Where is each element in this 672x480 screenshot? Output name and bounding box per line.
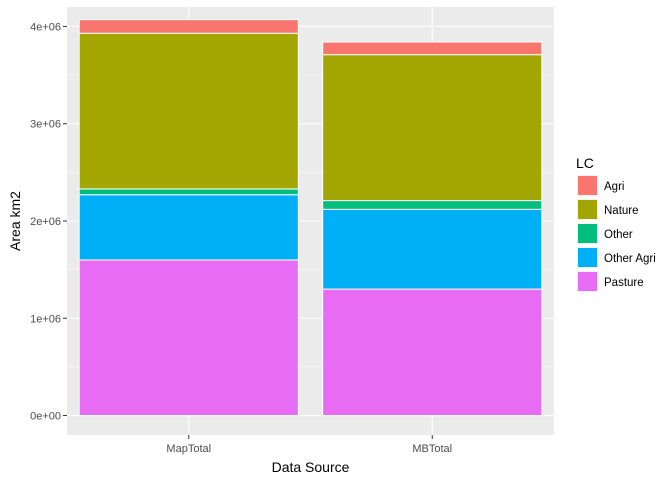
legend-label: Agri: [604, 181, 624, 193]
bar-segment-other-agri-maptotal: [78, 194, 299, 261]
y-tick-label: 2e+06: [30, 216, 61, 228]
x-axis: MapTotal MBTotal: [166, 435, 452, 455]
legend-swatch-other-agri: [578, 248, 597, 267]
y-axis-title: Area km2: [7, 191, 23, 251]
legend-swatch-other: [578, 224, 597, 243]
legend-label: Pasture: [604, 277, 644, 289]
x-tick-label: MBTotal: [412, 443, 452, 455]
bar-segment-other-maptotal: [78, 188, 299, 196]
legend-swatch-nature: [578, 200, 597, 219]
x-tick-label: MapTotal: [166, 443, 211, 455]
bar-segment-pasture-mbtotal: [322, 288, 543, 417]
x-axis-title: Data Source: [272, 459, 350, 475]
bar-segment-nature-maptotal: [78, 32, 299, 190]
bars: [78, 19, 543, 417]
y-axis: 0e+00 1e+06 2e+06 3e+06 4e+06: [30, 21, 67, 423]
legend-title: LC: [576, 155, 594, 171]
bar-segment-agri-mbtotal: [322, 41, 543, 56]
legend: LC Agri Nature Other Other Agri Pasture: [576, 155, 656, 292]
y-tick-label: 4e+06: [30, 21, 61, 33]
legend-label: Other: [604, 229, 633, 241]
bar-segment-nature-mbtotal: [322, 54, 543, 202]
y-tick-label: 0e+00: [30, 411, 61, 423]
legend-swatch-agri: [578, 176, 597, 195]
y-tick-label: 1e+06: [30, 313, 61, 325]
bar-segment-agri-maptotal: [78, 19, 299, 34]
bar-segment-pasture-maptotal: [78, 259, 299, 417]
legend-label: Other Agri: [604, 253, 656, 265]
legend-swatch-pasture: [578, 272, 597, 291]
y-tick-label: 3e+06: [30, 119, 61, 131]
bar-segment-other-mbtotal: [322, 200, 543, 210]
legend-label: Nature: [604, 205, 639, 217]
bar-segment-other-agri-mbtotal: [322, 208, 543, 290]
